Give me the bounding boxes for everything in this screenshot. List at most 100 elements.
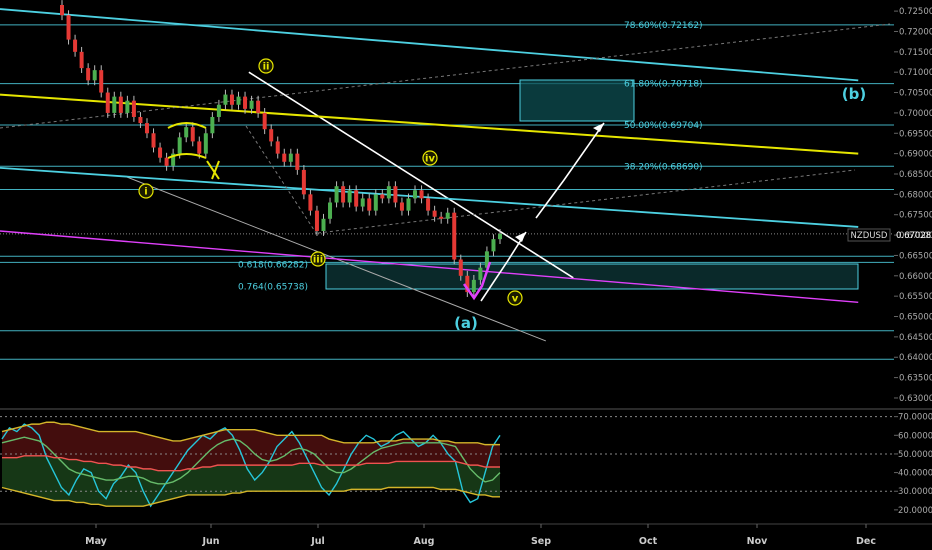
candle[interactable] bbox=[262, 112, 267, 130]
candle[interactable] bbox=[439, 216, 444, 219]
candle[interactable] bbox=[269, 129, 274, 142]
candle[interactable] bbox=[86, 68, 91, 81]
candle[interactable] bbox=[380, 194, 385, 199]
upper-target-zone[interactable] bbox=[519, 79, 635, 122]
candle[interactable] bbox=[197, 141, 202, 154]
price-tick-label: 0.65000 bbox=[899, 313, 932, 323]
arrow-head bbox=[593, 123, 604, 132]
candle[interactable] bbox=[216, 104, 221, 117]
candle[interactable] bbox=[79, 51, 84, 69]
arrow-head bbox=[515, 232, 526, 242]
lower-target-zone[interactable] bbox=[325, 263, 859, 290]
candle[interactable] bbox=[478, 267, 483, 280]
candle[interactable] bbox=[223, 94, 228, 105]
candle[interactable] bbox=[334, 186, 339, 203]
candle[interactable] bbox=[399, 202, 404, 211]
candle[interactable] bbox=[236, 96, 241, 105]
price-axis[interactable]: 0.72500 0.72000 0.71500 0.71000 0.70500 0.700… bbox=[847, 0, 932, 408]
candle[interactable] bbox=[190, 127, 195, 142]
candle[interactable] bbox=[151, 133, 156, 148]
fib-label: 78.60%(0.72162) bbox=[624, 21, 703, 31]
candle[interactable] bbox=[99, 70, 104, 93]
oscillator-line[interactable] bbox=[2, 455, 500, 472]
candle[interactable] bbox=[498, 233, 502, 240]
trend-line[interactable] bbox=[0, 93, 859, 155]
dashed-projections bbox=[0, 23, 891, 237]
time-tick-label: Oct bbox=[639, 536, 658, 547]
candle[interactable] bbox=[471, 279, 476, 293]
candle[interactable] bbox=[105, 92, 110, 113]
candle[interactable] bbox=[491, 239, 496, 252]
candle[interactable] bbox=[144, 123, 149, 134]
oscillator-line[interactable] bbox=[1, 436, 501, 485]
candle[interactable] bbox=[386, 186, 391, 199]
time-axis[interactable]: May Jun Jul Aug Sep Oct Nov Dec bbox=[0, 523, 932, 547]
projection-arrow bbox=[480, 231, 527, 302]
last-price-tag: NZDUSD 0.67028 bbox=[847, 228, 931, 242]
time-tick-label: Dec bbox=[856, 536, 876, 547]
candle[interactable] bbox=[432, 210, 437, 217]
candle[interactable] bbox=[301, 169, 306, 195]
candle[interactable] bbox=[406, 198, 411, 211]
candle[interactable] bbox=[243, 96, 248, 109]
candle[interactable] bbox=[60, 5, 64, 16]
candle[interactable] bbox=[125, 100, 130, 113]
candle[interactable] bbox=[458, 259, 463, 276]
candle[interactable] bbox=[177, 137, 182, 154]
candle[interactable] bbox=[465, 275, 470, 293]
trend-line[interactable] bbox=[0, 230, 859, 303]
candle[interactable] bbox=[354, 190, 359, 207]
candle[interactable] bbox=[347, 190, 352, 203]
candle[interactable] bbox=[138, 116, 143, 124]
candle[interactable] bbox=[367, 198, 372, 211]
candle[interactable] bbox=[484, 251, 489, 268]
wave-arc bbox=[167, 122, 207, 129]
candle[interactable] bbox=[171, 153, 176, 166]
candle[interactable] bbox=[256, 100, 261, 113]
candle[interactable] bbox=[158, 147, 163, 158]
candle[interactable] bbox=[203, 133, 208, 154]
oscillator-line[interactable] bbox=[1, 421, 500, 446]
candle[interactable] bbox=[314, 210, 319, 232]
candle[interactable] bbox=[413, 190, 418, 199]
dashed-projection-line bbox=[245, 125, 319, 237]
oscillator-pane[interactable]: 70.0000 60.0000 50.0000 40.0000 30.0000 20.00… bbox=[0, 410, 932, 523]
candle[interactable] bbox=[452, 212, 457, 260]
wave-label: (b) bbox=[842, 85, 866, 103]
candle[interactable] bbox=[131, 100, 136, 117]
candle[interactable] bbox=[360, 198, 365, 207]
oscillator-line[interactable] bbox=[1, 423, 501, 508]
dashed-projection-line bbox=[0, 23, 891, 129]
candle[interactable] bbox=[73, 39, 78, 52]
candle[interactable] bbox=[373, 194, 378, 211]
candle[interactable] bbox=[118, 96, 123, 113]
candle[interactable] bbox=[288, 153, 293, 162]
candle[interactable] bbox=[112, 96, 117, 113]
candle[interactable] bbox=[426, 198, 431, 211]
candle[interactable] bbox=[393, 186, 398, 203]
candle[interactable] bbox=[308, 194, 313, 211]
oscillator-line[interactable] bbox=[1, 486, 500, 507]
time-tick-label: Jul bbox=[310, 536, 325, 547]
fib-label: 61.80%(0.70718) bbox=[624, 80, 703, 90]
candle[interactable] bbox=[328, 202, 333, 219]
candle[interactable] bbox=[92, 70, 97, 81]
candle[interactable] bbox=[321, 218, 326, 232]
candle[interactable] bbox=[249, 100, 254, 109]
time-tick-label: Aug bbox=[414, 536, 435, 547]
trend-line[interactable] bbox=[0, 8, 859, 82]
trend-line[interactable] bbox=[0, 166, 859, 228]
candle[interactable] bbox=[295, 153, 300, 170]
candle[interactable] bbox=[66, 15, 71, 40]
candle[interactable] bbox=[229, 94, 234, 105]
symbol-label: NZDUSD bbox=[851, 231, 888, 241]
candle[interactable] bbox=[275, 141, 280, 154]
candle[interactable] bbox=[419, 190, 424, 199]
candle[interactable] bbox=[341, 186, 346, 203]
candle[interactable] bbox=[445, 212, 450, 219]
candle[interactable] bbox=[210, 116, 215, 134]
candle[interactable] bbox=[282, 153, 287, 162]
candle[interactable] bbox=[184, 127, 189, 138]
candle[interactable] bbox=[164, 157, 169, 166]
